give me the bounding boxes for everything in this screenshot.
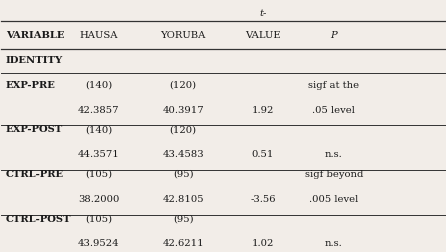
Text: (140): (140) [85,125,112,134]
Text: 42.6211: 42.6211 [162,239,204,248]
Text: 40.3917: 40.3917 [162,106,204,115]
Text: (120): (120) [169,125,197,134]
Text: 43.4583: 43.4583 [162,150,204,159]
Text: (105): (105) [85,215,112,224]
Text: 1.92: 1.92 [252,106,274,115]
Text: 0.51: 0.51 [252,150,274,159]
Text: P: P [330,31,337,40]
Text: VARIABLE: VARIABLE [6,31,64,40]
Text: -3.56: -3.56 [250,195,276,204]
Text: (140): (140) [85,81,112,90]
Text: CTRL-PRE: CTRL-PRE [6,170,64,179]
Text: sigf beyond: sigf beyond [305,170,363,179]
Text: EXP-PRE: EXP-PRE [6,81,56,90]
Text: n.s.: n.s. [325,150,343,159]
Text: 44.3571: 44.3571 [78,150,120,159]
Text: (95): (95) [173,170,194,179]
Text: sigf at the: sigf at the [308,81,359,90]
Text: 43.9524: 43.9524 [78,239,120,248]
Text: IDENTITY: IDENTITY [6,56,63,65]
Text: (120): (120) [169,81,197,90]
Text: .005 level: .005 level [309,195,359,204]
Text: t-: t- [259,9,267,18]
Text: (95): (95) [173,215,194,224]
Text: CTRL-POST: CTRL-POST [6,215,71,224]
Text: 42.3857: 42.3857 [78,106,120,115]
Text: 38.2000: 38.2000 [78,195,120,204]
Text: 1.02: 1.02 [252,239,274,248]
Text: VALUE: VALUE [245,31,281,40]
Text: 42.8105: 42.8105 [162,195,204,204]
Text: EXP-POST: EXP-POST [6,125,63,134]
Text: n.s.: n.s. [325,239,343,248]
Text: HAUSA: HAUSA [80,31,118,40]
Text: YORUBA: YORUBA [161,31,206,40]
Text: .05 level: .05 level [312,106,355,115]
Text: (105): (105) [85,170,112,179]
